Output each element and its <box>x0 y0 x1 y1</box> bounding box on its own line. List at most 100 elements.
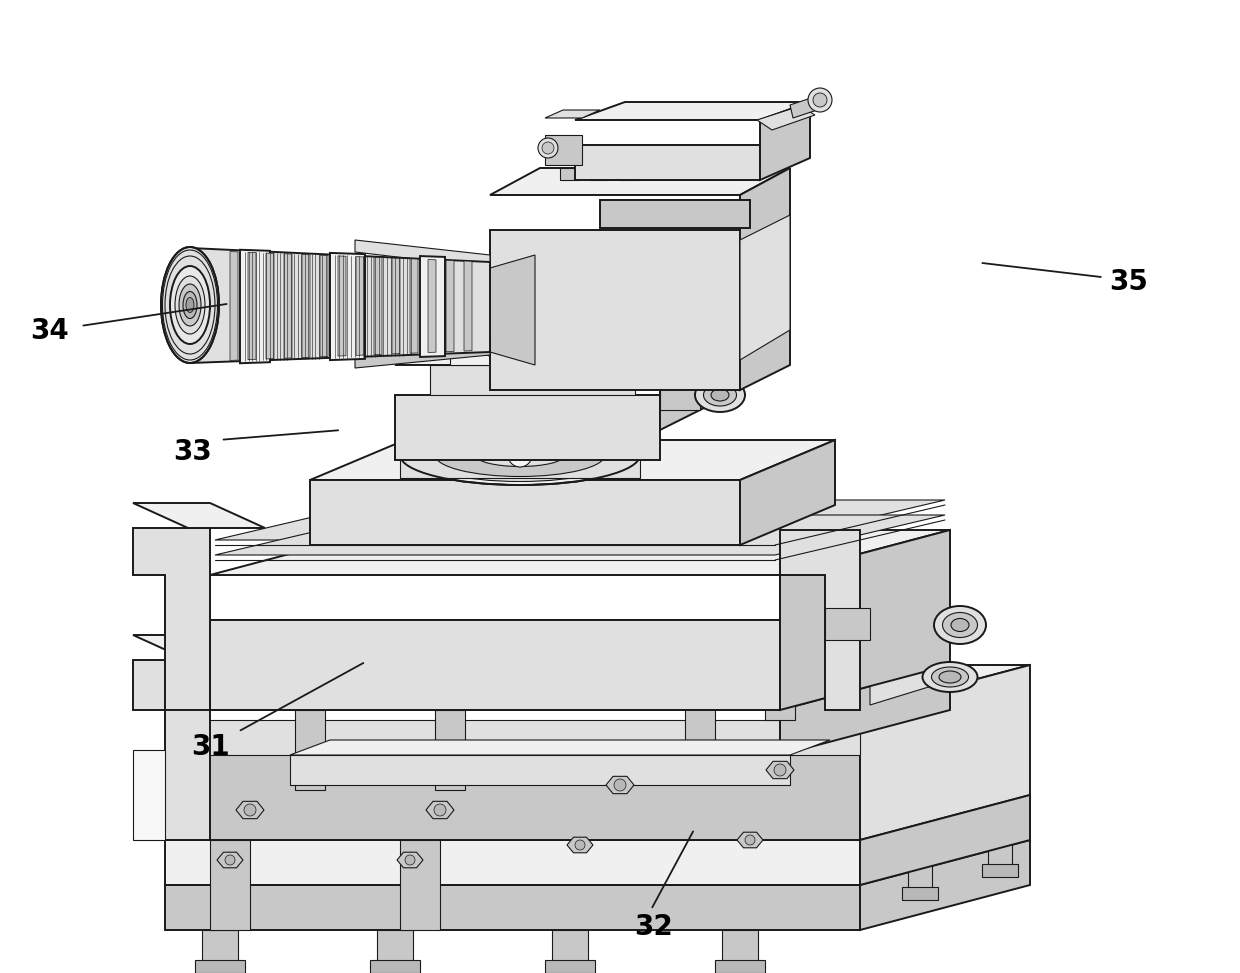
Polygon shape <box>356 257 365 355</box>
Polygon shape <box>994 755 1025 800</box>
Polygon shape <box>430 365 635 395</box>
Polygon shape <box>195 960 246 973</box>
Ellipse shape <box>175 276 205 334</box>
Ellipse shape <box>694 378 745 412</box>
Polygon shape <box>310 440 835 480</box>
Polygon shape <box>215 515 945 555</box>
Text: 34: 34 <box>30 317 69 344</box>
Polygon shape <box>133 635 265 660</box>
Text: 33: 33 <box>172 439 212 466</box>
Polygon shape <box>737 832 763 847</box>
Polygon shape <box>355 240 490 268</box>
Polygon shape <box>165 680 866 685</box>
Circle shape <box>487 347 494 353</box>
Polygon shape <box>715 960 765 973</box>
Polygon shape <box>165 840 861 885</box>
Ellipse shape <box>170 266 210 344</box>
Polygon shape <box>217 852 243 868</box>
Polygon shape <box>396 395 660 460</box>
Polygon shape <box>284 254 291 358</box>
Polygon shape <box>355 342 490 368</box>
Circle shape <box>244 804 255 816</box>
Polygon shape <box>303 255 310 357</box>
Polygon shape <box>229 252 238 360</box>
Circle shape <box>813 93 827 107</box>
Polygon shape <box>428 260 436 352</box>
Ellipse shape <box>179 284 201 326</box>
Polygon shape <box>210 530 950 575</box>
Polygon shape <box>575 102 810 120</box>
Polygon shape <box>600 200 750 228</box>
Polygon shape <box>575 145 760 180</box>
Circle shape <box>538 138 558 158</box>
Polygon shape <box>320 255 329 357</box>
Polygon shape <box>861 795 1030 885</box>
Text: 31: 31 <box>191 734 231 761</box>
Polygon shape <box>435 710 465 790</box>
Polygon shape <box>236 802 264 818</box>
Polygon shape <box>567 837 593 852</box>
Polygon shape <box>392 258 401 354</box>
Polygon shape <box>290 740 830 755</box>
Ellipse shape <box>939 671 961 683</box>
Polygon shape <box>165 885 861 930</box>
Ellipse shape <box>942 612 977 637</box>
Polygon shape <box>190 248 490 363</box>
Polygon shape <box>490 168 790 195</box>
Polygon shape <box>740 168 790 390</box>
Polygon shape <box>756 106 815 130</box>
Polygon shape <box>780 665 950 755</box>
Polygon shape <box>861 665 1030 840</box>
Circle shape <box>508 443 532 467</box>
Polygon shape <box>215 500 945 540</box>
Polygon shape <box>660 378 701 410</box>
Ellipse shape <box>184 292 197 318</box>
Polygon shape <box>790 95 823 118</box>
Ellipse shape <box>401 425 640 485</box>
Polygon shape <box>590 168 608 180</box>
Circle shape <box>774 764 786 776</box>
Polygon shape <box>740 440 835 545</box>
Polygon shape <box>397 852 423 868</box>
Polygon shape <box>870 665 935 705</box>
Polygon shape <box>546 110 600 118</box>
Polygon shape <box>133 503 265 528</box>
Polygon shape <box>780 530 950 710</box>
Polygon shape <box>982 864 1018 877</box>
Polygon shape <box>684 660 715 740</box>
Circle shape <box>745 835 755 845</box>
Polygon shape <box>766 761 794 778</box>
Polygon shape <box>241 250 270 363</box>
Circle shape <box>575 840 585 850</box>
Ellipse shape <box>931 667 968 687</box>
Ellipse shape <box>165 256 215 354</box>
Polygon shape <box>620 168 639 180</box>
Polygon shape <box>490 255 534 365</box>
Polygon shape <box>339 256 346 356</box>
Polygon shape <box>490 230 740 390</box>
Polygon shape <box>165 665 866 670</box>
Polygon shape <box>446 260 454 352</box>
Polygon shape <box>165 635 866 640</box>
Polygon shape <box>374 258 382 354</box>
Polygon shape <box>210 840 250 930</box>
Polygon shape <box>825 608 870 640</box>
Polygon shape <box>165 795 1030 840</box>
Polygon shape <box>600 162 800 180</box>
Ellipse shape <box>475 444 565 466</box>
Polygon shape <box>165 665 1030 710</box>
Polygon shape <box>901 887 937 900</box>
Polygon shape <box>861 795 1030 885</box>
Polygon shape <box>945 770 975 815</box>
Polygon shape <box>856 795 885 840</box>
Circle shape <box>224 855 236 865</box>
Text: 35: 35 <box>1109 269 1148 296</box>
Circle shape <box>484 344 496 356</box>
Polygon shape <box>290 755 790 785</box>
Polygon shape <box>202 930 238 965</box>
Polygon shape <box>267 253 274 359</box>
Polygon shape <box>133 528 210 710</box>
Ellipse shape <box>934 606 986 644</box>
Polygon shape <box>165 720 861 755</box>
Polygon shape <box>401 840 440 930</box>
